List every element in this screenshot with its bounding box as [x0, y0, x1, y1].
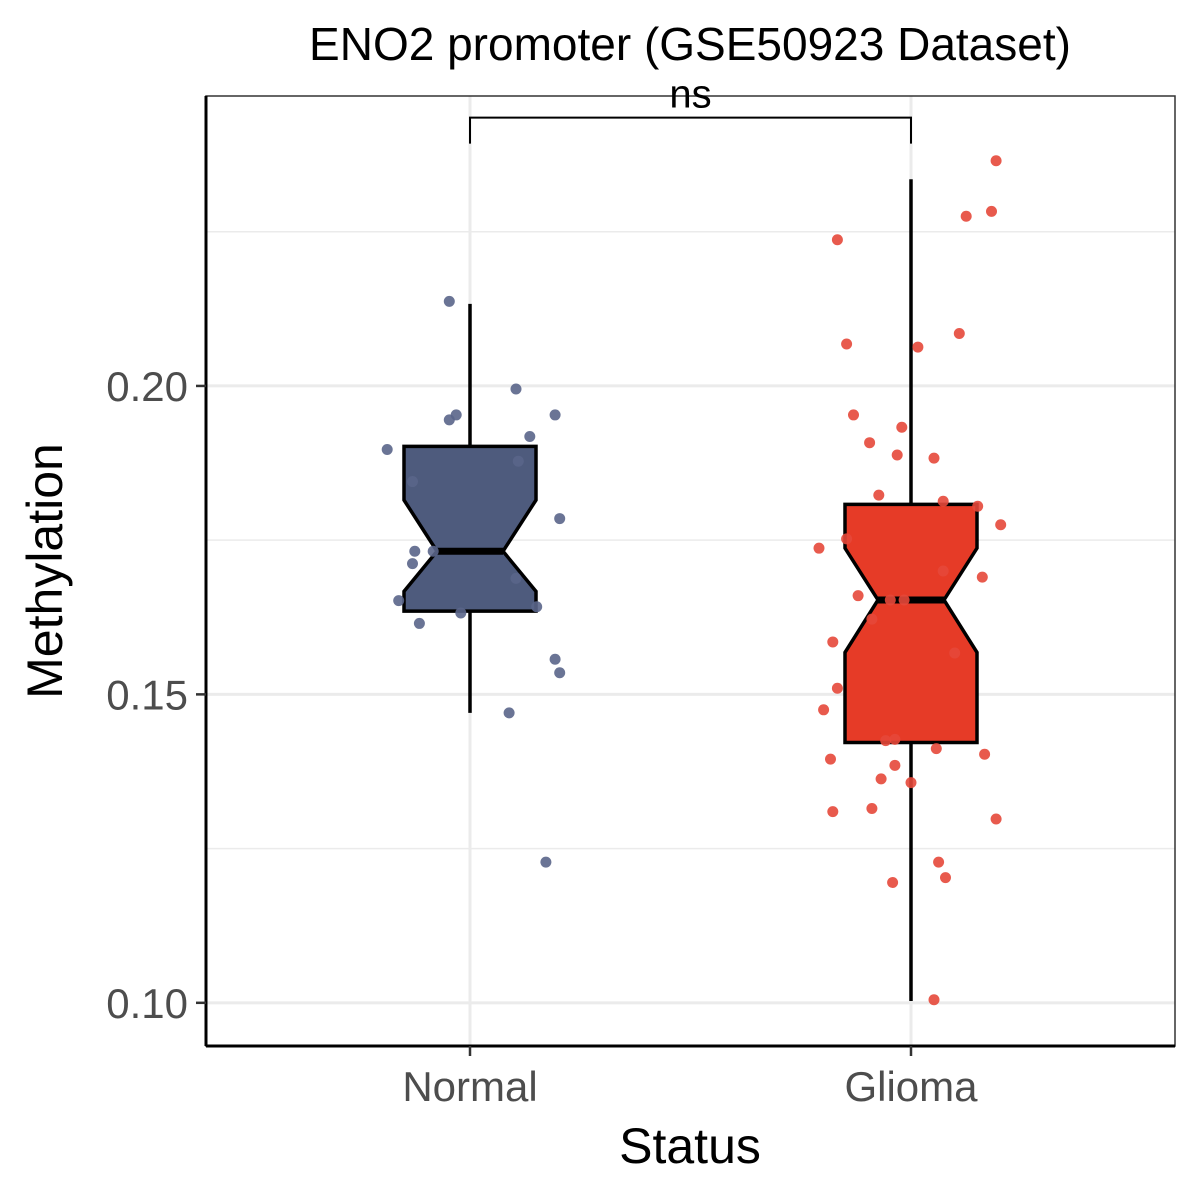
data-point-glioma — [825, 753, 836, 765]
data-point-glioma — [937, 565, 949, 577]
data-point-normal — [381, 443, 393, 455]
data-point-normal — [409, 545, 421, 557]
plot-area: ns 0.10 0.15 0.20 Normal Glioma — [106, 73, 1176, 1110]
data-point-glioma — [875, 773, 887, 785]
data-point-glioma — [831, 682, 843, 694]
data-point-glioma — [905, 777, 917, 789]
y-tick-label: 0.10 — [106, 980, 188, 1027]
data-point-glioma — [813, 542, 825, 554]
data-point-glioma — [891, 449, 903, 461]
data-point-normal — [549, 653, 561, 665]
y-tick-label: 0.15 — [106, 671, 188, 718]
significance-bracket: ns — [469, 73, 912, 144]
data-point-normal — [531, 601, 543, 613]
data-point-glioma — [864, 437, 876, 449]
y-tick-label: 0.20 — [106, 363, 188, 410]
data-point-glioma — [990, 813, 1002, 825]
data-points — [381, 155, 1007, 1006]
data-point-normal — [510, 383, 522, 395]
data-point-glioma — [928, 994, 940, 1006]
data-point-glioma — [880, 735, 892, 747]
data-point-glioma — [889, 759, 901, 771]
box-glioma — [843, 179, 979, 1001]
data-point-glioma — [866, 613, 878, 625]
box-body-normal — [402, 444, 538, 613]
data-point-normal — [524, 431, 536, 443]
x-axis-ticks: Normal Glioma — [402, 1046, 978, 1110]
y-axis-ticks: 0.10 0.15 0.20 — [106, 363, 206, 1027]
data-point-glioma — [841, 533, 853, 545]
data-point-normal — [407, 558, 418, 570]
data-point-glioma — [884, 594, 896, 606]
data-point-glioma — [937, 495, 949, 507]
data-point-glioma — [889, 733, 901, 745]
data-point-glioma — [953, 328, 965, 339]
data-point-glioma — [896, 421, 908, 433]
data-point-glioma — [960, 210, 972, 222]
data-point-glioma — [986, 205, 997, 217]
x-tick-label: Normal — [402, 1063, 537, 1110]
data-point-glioma — [827, 806, 839, 818]
data-point-glioma — [848, 409, 859, 421]
panel-background — [206, 96, 1175, 1046]
data-point-normal — [427, 545, 439, 557]
y-axis-title: Methylation — [17, 443, 73, 699]
data-point-glioma — [995, 519, 1007, 531]
data-point-glioma — [818, 704, 830, 716]
data-point-glioma — [990, 155, 1002, 167]
data-point-normal — [407, 476, 418, 488]
data-point-normal — [450, 409, 462, 421]
data-point-normal — [443, 295, 455, 307]
data-point-glioma — [873, 489, 885, 501]
x-axis-title: Status — [619, 1118, 761, 1174]
data-point-normal — [512, 455, 524, 467]
data-point-glioma — [852, 590, 864, 602]
data-point-glioma — [972, 500, 984, 512]
data-point-normal — [554, 513, 566, 525]
significance-line — [469, 116, 912, 144]
data-point-glioma — [887, 877, 899, 889]
data-point-normal — [503, 707, 515, 719]
data-point-normal — [413, 617, 425, 629]
significance-label: ns — [669, 73, 711, 117]
data-point-glioma — [979, 748, 991, 760]
data-point-normal — [393, 595, 405, 607]
data-point-glioma — [928, 452, 940, 464]
data-point-glioma — [930, 743, 942, 755]
data-point-glioma — [827, 636, 839, 648]
chart-title: ENO2 promoter (GSE50923 Dataset) — [309, 18, 1071, 70]
data-point-glioma — [841, 338, 853, 350]
data-point-normal — [510, 572, 522, 584]
data-point-normal — [554, 667, 566, 679]
data-point-glioma — [898, 594, 910, 606]
box-body-glioma — [843, 502, 979, 745]
data-point-glioma — [866, 803, 878, 814]
data-point-glioma — [976, 571, 988, 583]
data-point-glioma — [933, 856, 945, 868]
data-point-normal — [540, 856, 552, 868]
data-point-normal — [549, 409, 561, 421]
x-tick-label: Glioma — [844, 1063, 978, 1110]
data-point-glioma — [949, 647, 961, 659]
data-point-normal — [455, 607, 467, 619]
data-point-glioma — [831, 234, 843, 246]
data-point-glioma — [940, 872, 951, 884]
data-point-glioma — [912, 341, 924, 353]
